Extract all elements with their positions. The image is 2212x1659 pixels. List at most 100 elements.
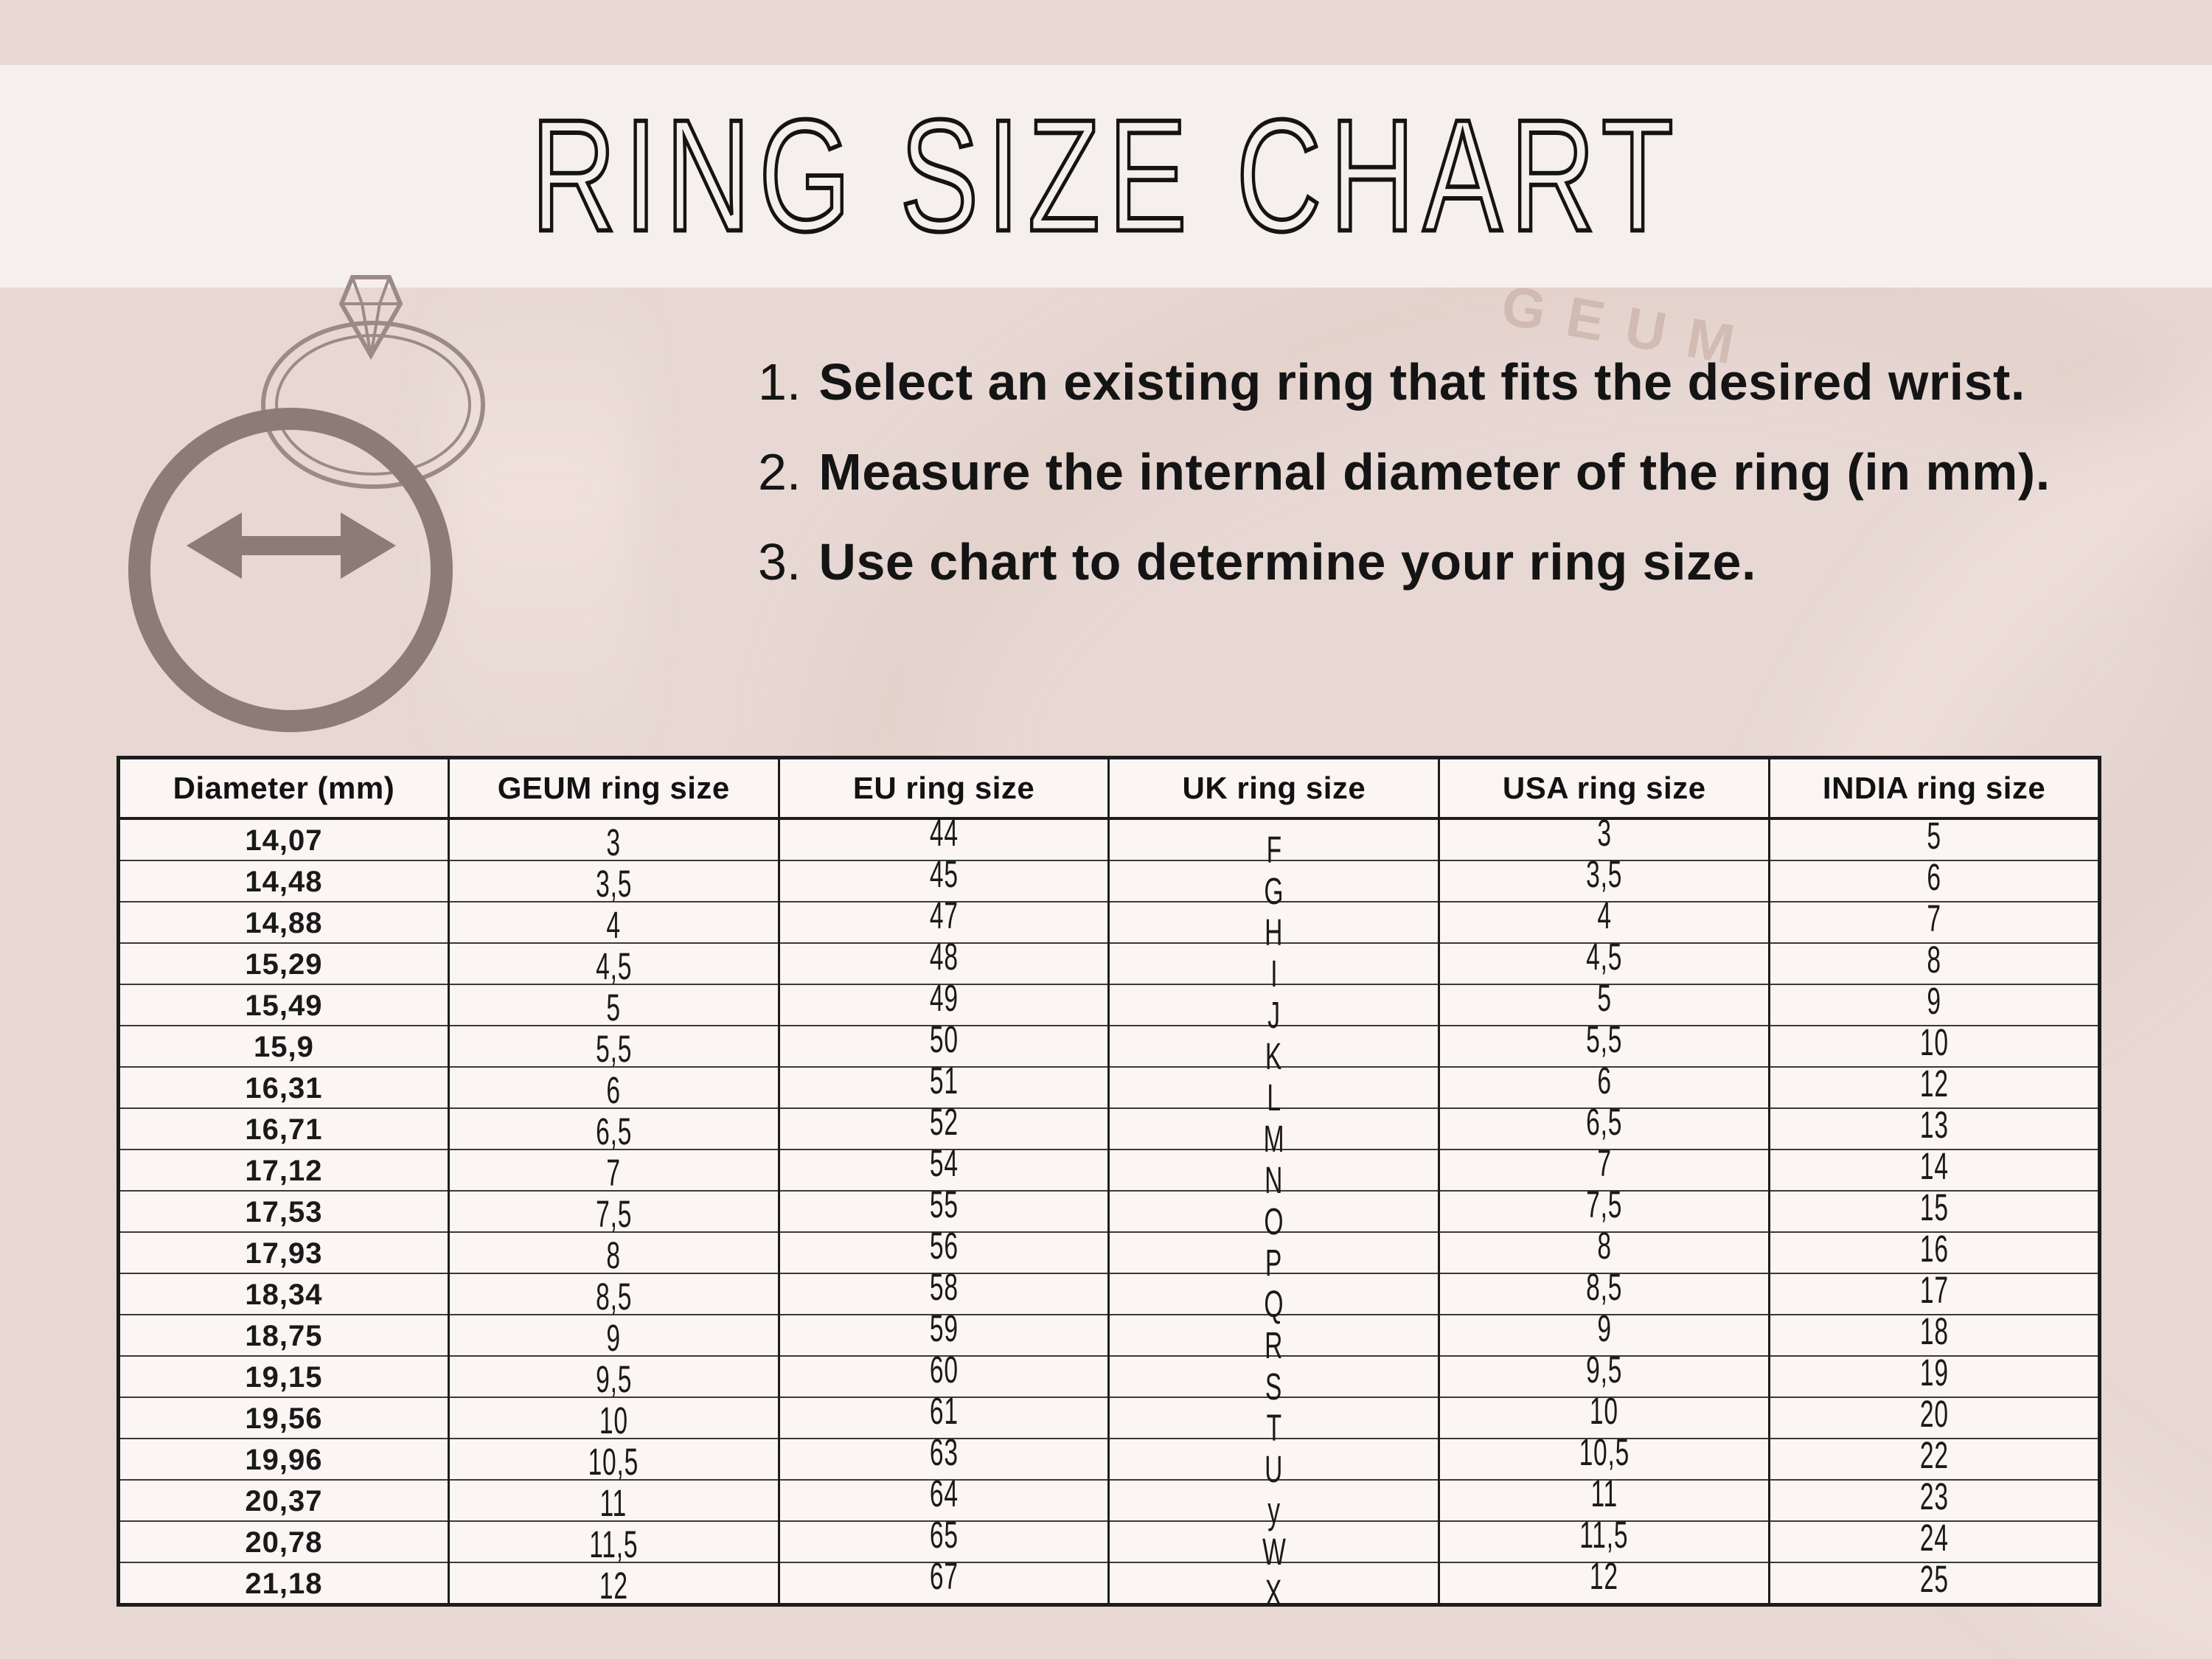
cell-india: 16 (1768, 1230, 2101, 1273)
cell-india: 25 (1768, 1560, 2101, 1605)
table-row: 20,78 11,5 65 W 11,5 24 (117, 1516, 2101, 1571)
ring-diameter-measure-icon (128, 275, 485, 732)
cell-diameter: 20,37 (117, 1479, 450, 1521)
cell-diameter: 15,9 (117, 1025, 450, 1067)
cell-india: 9 (1768, 982, 2101, 1026)
cell-diameter: 16,71 (117, 1107, 450, 1150)
cell-geum: 6 (447, 1066, 780, 1109)
ring-size-table-wrap: Diameter (mm) GEUM ring size EU ring siz… (116, 756, 2101, 1612)
cell-uk: F (1107, 818, 1441, 869)
cell-usa: 10 (1438, 1392, 1771, 1439)
step-text: Measure the internal diameter of the rin… (818, 443, 2051, 501)
cell-india: 23 (1768, 1478, 2101, 1521)
table-row: 19,96 10,5 63 U 10,5 22 (117, 1433, 2101, 1488)
cell-uk: K (1107, 1025, 1441, 1075)
cell-usa: 5 (1438, 979, 1771, 1026)
cell-eu: 50 (777, 1020, 1110, 1067)
cell-diameter: 20,78 (117, 1520, 450, 1562)
cell-uk: H (1107, 901, 1441, 951)
cell-uk: L (1107, 1066, 1441, 1116)
cell-diameter: 14,07 (117, 818, 450, 860)
cell-geum: 5,5 (447, 1025, 780, 1068)
cell-india: 19 (1768, 1354, 2101, 1397)
cell-uk: y (1107, 1479, 1441, 1529)
cell-eu: 44 (777, 814, 1110, 860)
cell-geum: 9 (447, 1314, 780, 1357)
instructions-list: 1. Select an existing ring that fits the… (758, 352, 2051, 622)
cell-geum: 8,5 (447, 1273, 780, 1315)
column-header-geum: GEUM ring size (447, 757, 780, 820)
column-header-india: INDIA ring size (1768, 757, 2101, 820)
cell-eu: 60 (777, 1351, 1110, 1397)
cell-usa: 7 (1438, 1144, 1771, 1191)
column-header-diameter: Diameter (mm) (117, 757, 450, 820)
cell-india: 15 (1768, 1189, 2101, 1232)
cell-usa: 4 (1438, 897, 1771, 943)
cell-eu: 61 (777, 1392, 1110, 1439)
cell-diameter: 19,96 (117, 1438, 450, 1480)
cell-uk: J (1107, 984, 1441, 1034)
cell-uk: O (1107, 1190, 1441, 1240)
cell-geum: 6,5 (447, 1107, 780, 1150)
cell-geum: 3,5 (447, 860, 780, 902)
cell-uk: M (1107, 1107, 1441, 1158)
cell-usa: 8 (1438, 1227, 1771, 1273)
cell-uk: W (1107, 1520, 1441, 1571)
table-row: 16,71 6,5 52 M 6,5 13 (117, 1103, 2101, 1158)
cell-eu: 63 (777, 1433, 1110, 1480)
cell-eu: 52 (777, 1103, 1110, 1150)
cell-usa: 6 (1438, 1062, 1771, 1108)
cell-eu: 65 (777, 1516, 1110, 1562)
cell-eu: 49 (777, 979, 1110, 1026)
cell-uk: I (1107, 942, 1441, 992)
cell-uk: T (1107, 1397, 1441, 1447)
table-row: 17,12 7 54 N 7 14 (117, 1144, 2101, 1199)
cell-eu: 45 (777, 855, 1110, 902)
cell-usa: 5,5 (1438, 1020, 1771, 1067)
table-header: Diameter (mm) GEUM ring size EU ring siz… (117, 757, 2101, 820)
table-row: 18,75 9 59 R 9 18 (117, 1310, 2101, 1364)
instruction-step-3: 3. Use chart to determine your ring size… (758, 532, 2051, 591)
diameter-circle-arrow (128, 408, 453, 732)
cell-usa: 8,5 (1438, 1268, 1771, 1315)
cell-india: 8 (1768, 941, 2101, 984)
cell-eu: 58 (777, 1268, 1110, 1315)
cell-geum: 4 (447, 901, 780, 944)
cell-diameter: 18,75 (117, 1314, 450, 1356)
cell-usa: 11,5 (1438, 1516, 1771, 1562)
cell-usa: 7,5 (1438, 1186, 1771, 1232)
cell-diameter: 21,18 (117, 1562, 450, 1605)
cell-india: 18 (1768, 1312, 2101, 1356)
title-band: RING SIZE CHART (0, 65, 2212, 288)
cell-geum: 7,5 (447, 1190, 780, 1233)
column-header-uk: UK ring size (1107, 757, 1441, 820)
cell-uk: P (1107, 1231, 1441, 1281)
cell-geum: 4,5 (447, 942, 780, 985)
cell-geum: 7 (447, 1149, 780, 1192)
cell-uk: G (1107, 860, 1441, 910)
table-row: 14,07 3 44 F 3 5 (117, 814, 2101, 869)
cell-eu: 67 (777, 1557, 1110, 1605)
table-row: 16,31 6 51 L 6 12 (117, 1062, 2101, 1116)
cell-india: 7 (1768, 900, 2101, 943)
step-number: 2. (758, 443, 801, 501)
cell-eu: 55 (777, 1186, 1110, 1232)
cell-geum: 10 (447, 1397, 780, 1439)
cell-geum: 5 (447, 984, 780, 1026)
step-text: Select an existing ring that fits the de… (818, 353, 2025, 411)
table-row: 19,56 10 61 T 10 20 (117, 1392, 2101, 1447)
page-title: RING SIZE CHART (529, 85, 1682, 267)
cell-diameter: 17,53 (117, 1190, 450, 1232)
cell-eu: 54 (777, 1144, 1110, 1191)
column-header-usa: USA ring size (1438, 757, 1771, 820)
cell-geum: 12 (447, 1562, 780, 1605)
cell-india: 24 (1768, 1519, 2101, 1562)
cell-diameter: 19,56 (117, 1397, 450, 1439)
table-row: 15,49 5 49 J 5 9 (117, 979, 2101, 1034)
cell-eu: 59 (777, 1310, 1110, 1356)
cell-usa: 6,5 (1438, 1103, 1771, 1150)
cell-usa: 3 (1438, 814, 1771, 860)
cell-india: 14 (1768, 1147, 2101, 1191)
cell-diameter: 18,34 (117, 1273, 450, 1315)
